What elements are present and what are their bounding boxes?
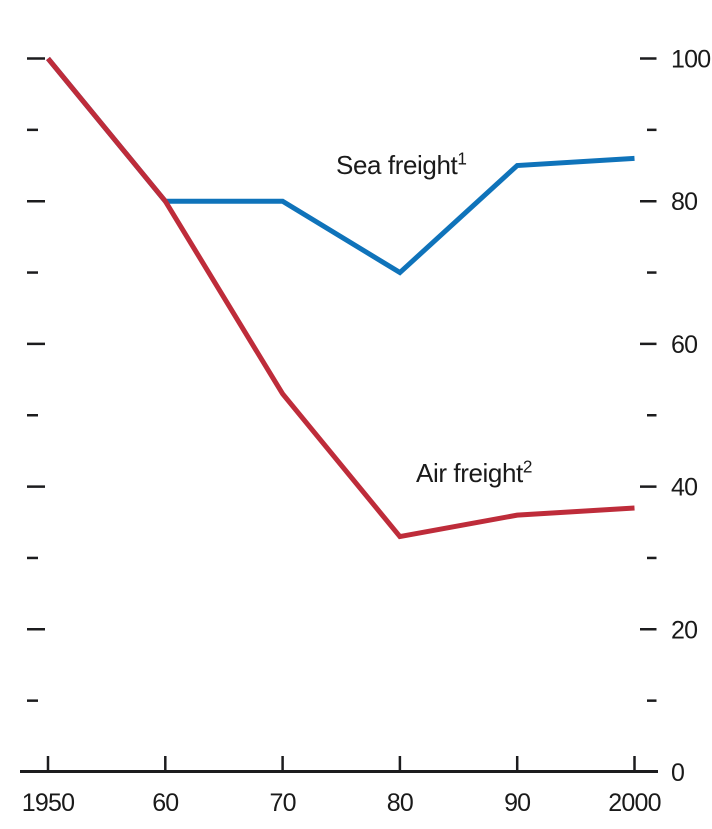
y-axis-label: 0 xyxy=(671,759,684,787)
x-axis-label: 90 xyxy=(504,789,530,817)
x-axis-label: 1950 xyxy=(22,789,74,817)
x-axis-label: 60 xyxy=(152,789,178,817)
y-axis-label: 40 xyxy=(671,474,697,502)
sea-freight-footnote-mark: 1 xyxy=(457,148,467,169)
x-axis-label: 2000 xyxy=(608,789,660,817)
y-axis-label: 80 xyxy=(671,188,697,216)
series-label-sea-freight: Sea freight1 xyxy=(336,150,467,180)
air-freight-footnote-mark: 2 xyxy=(522,456,533,477)
air-freight-label-text: Air freight xyxy=(416,458,523,488)
y-axis-label: 20 xyxy=(671,616,697,644)
x-axis-label: 70 xyxy=(269,789,295,817)
x-axis-label: 80 xyxy=(387,789,413,817)
series-line-air-freight xyxy=(46,56,635,540)
y-axis-label: 100 xyxy=(671,46,710,74)
y-axis-label: 60 xyxy=(671,331,697,359)
series-label-air-freight: Air freight2 xyxy=(416,458,532,488)
sea-freight-label-text: Sea freight xyxy=(336,150,458,180)
